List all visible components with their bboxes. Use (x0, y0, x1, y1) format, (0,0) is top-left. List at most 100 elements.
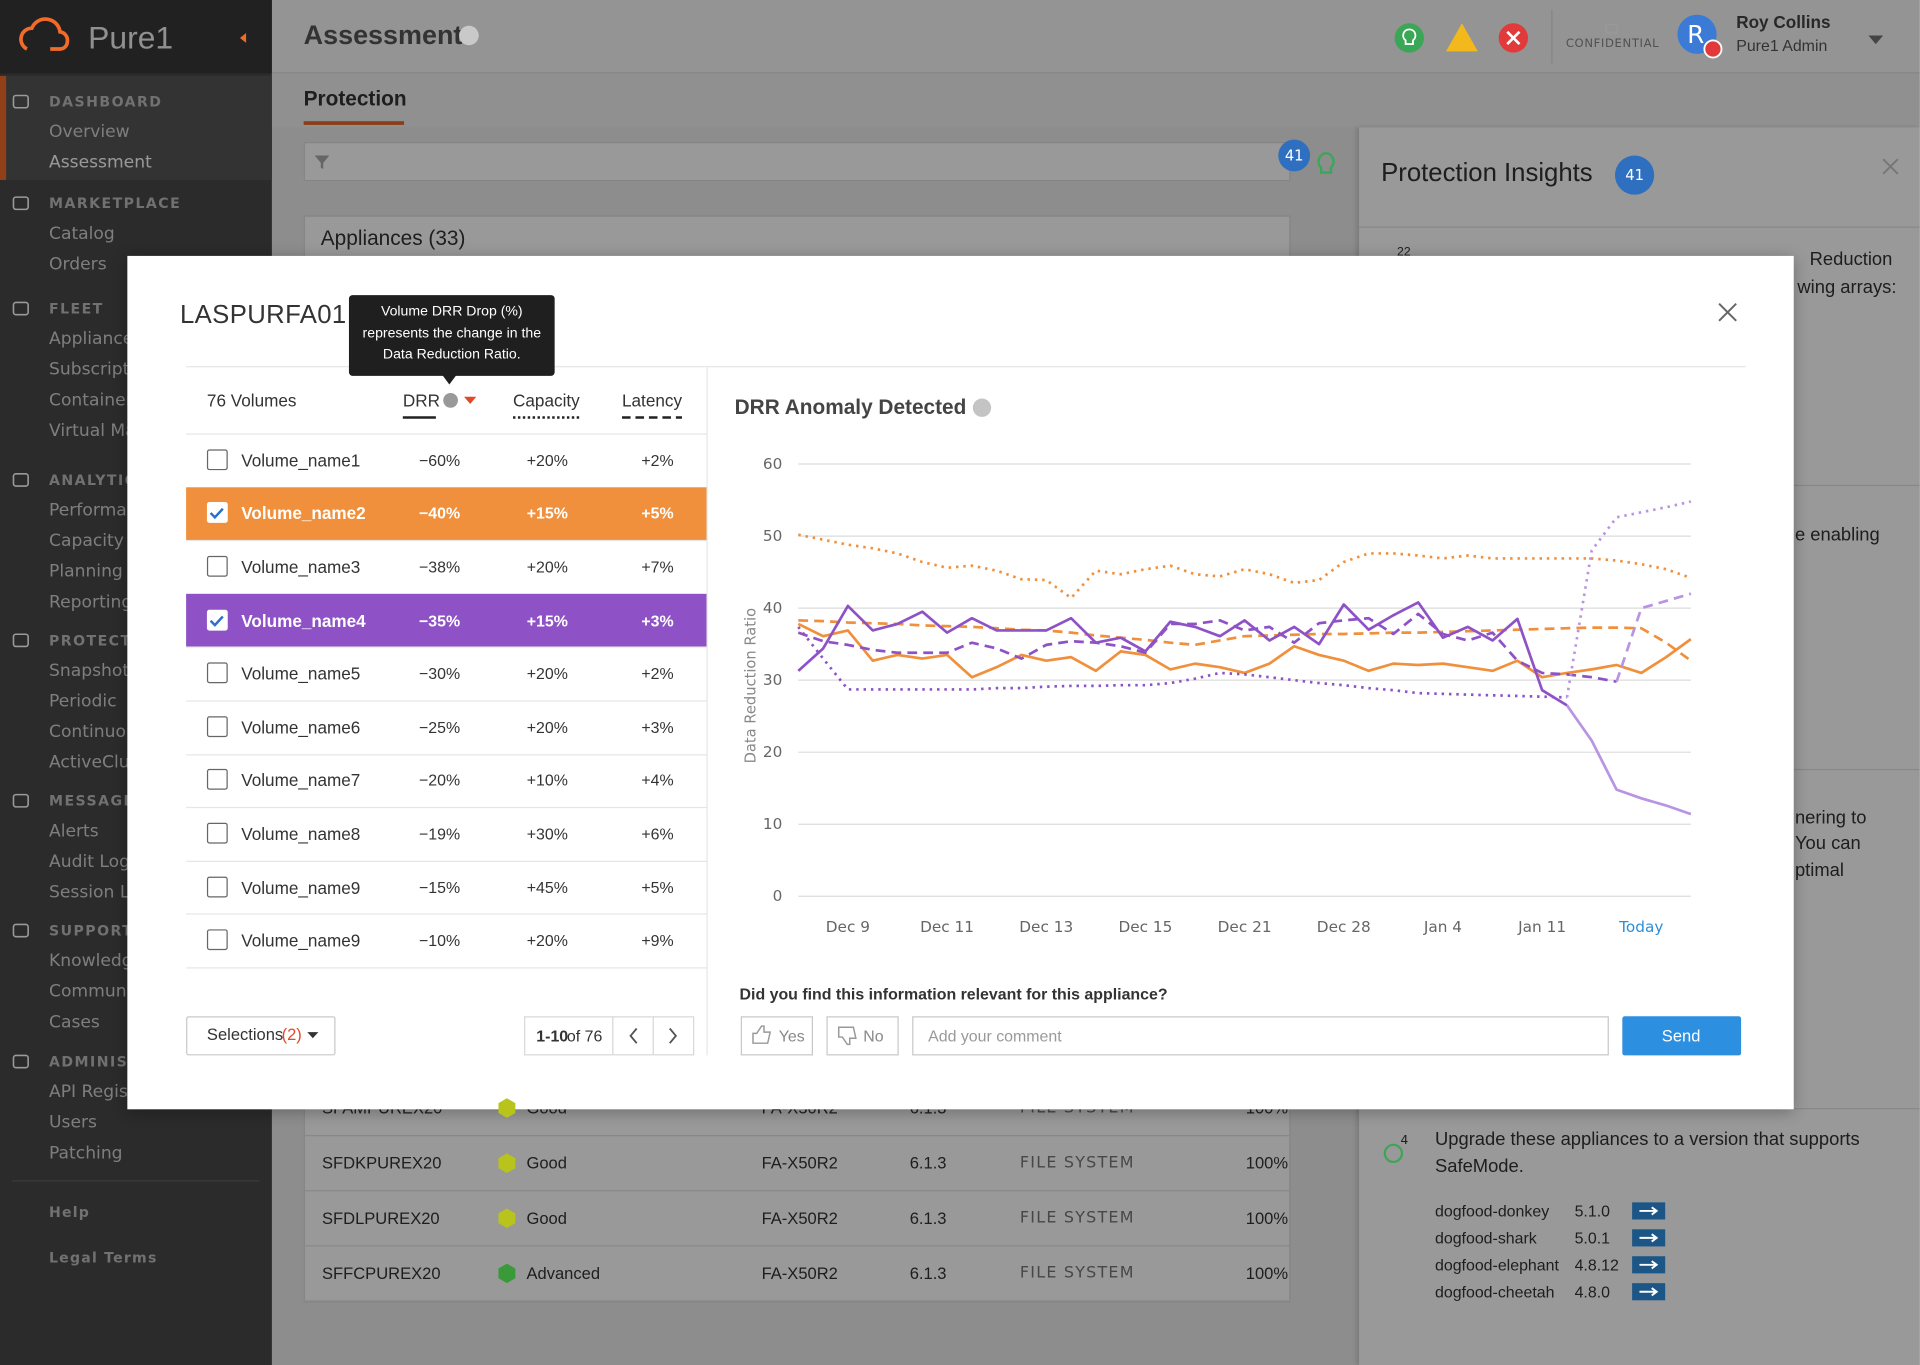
nav-item[interactable]: Snapshots (48, 661, 139, 681)
nav-item[interactable]: ActiveClus (48, 753, 139, 773)
nav-section-title[interactable]: MARKETPLACE (48, 194, 182, 212)
appliance-name: dogfood-elephant (1434, 1255, 1559, 1274)
row-checkbox[interactable] (206, 555, 228, 577)
table-header[interactable]: DRR (402, 390, 440, 411)
volume-name: Volume_name6 (241, 717, 361, 737)
page-next[interactable] (652, 1016, 695, 1056)
volume-metric: −15% (418, 878, 461, 897)
insight-text-fragment: wing arrays: (1797, 277, 1897, 299)
nav-legal[interactable]: Legal Terms (48, 1248, 158, 1267)
nav-item[interactable]: Cases (48, 1012, 100, 1033)
nav-item[interactable]: Patching (48, 1143, 123, 1164)
nav-item[interactable]: Periodic (48, 691, 117, 712)
table-header[interactable]: Capacity (513, 390, 580, 411)
appliance-cell: Good (526, 1209, 567, 1228)
nav-item[interactable]: Knowledg (48, 951, 133, 971)
row-checkbox[interactable] (206, 769, 228, 791)
tab-underline (303, 121, 405, 125)
nav-item[interactable]: Performan (48, 500, 138, 521)
volume-metric: +5% (641, 878, 674, 897)
nav-item[interactable]: Session L (48, 882, 130, 903)
row-checkbox[interactable] (206, 822, 228, 844)
row-checkbox[interactable] (206, 502, 228, 524)
nav-item[interactable]: Overview (48, 122, 130, 143)
appliance-cell: FA-X50R2 (761, 1209, 838, 1228)
nav-section-title[interactable]: ANALYTIC (48, 471, 137, 489)
appliance-cell: 100% (1245, 1209, 1289, 1228)
page-total: of 76 (566, 1026, 603, 1046)
nav-help[interactable]: Help (48, 1203, 91, 1221)
nav-section-title[interactable]: MESSAGE (48, 792, 135, 810)
active-marker (0, 75, 7, 180)
volume-metric: +2% (641, 664, 674, 683)
table-header[interactable]: Latency (621, 390, 683, 411)
nav-section-title[interactable]: ADMINIST (48, 1052, 140, 1071)
nav-section-title[interactable]: DASHBOARD (48, 93, 163, 111)
row-checkbox[interactable] (206, 876, 228, 897)
page-prev[interactable] (612, 1016, 654, 1056)
sidebar-divider (12, 1180, 260, 1182)
volume-metric: +20% (526, 557, 568, 577)
row-checkbox[interactable] (206, 609, 228, 631)
send-button[interactable] (1622, 1016, 1742, 1056)
nav-section-title[interactable]: PROTECTI (48, 631, 139, 649)
volume-metric: +2% (641, 450, 674, 470)
volume-metric: −10% (418, 931, 461, 950)
table-row-divider (186, 753, 707, 755)
brand-name: Pure1 (88, 18, 174, 56)
appliance-cell: SFDLPUREX20 (322, 1209, 440, 1228)
nav-section-title[interactable]: SUPPORT (48, 921, 134, 940)
tab-bar (271, 73, 1920, 128)
nav-item[interactable]: Appliance (48, 329, 134, 349)
nav-item[interactable]: Continuou (48, 722, 137, 742)
modal (127, 255, 1794, 1110)
row-checkbox[interactable] (206, 449, 228, 470)
modal-close[interactable] (1714, 299, 1741, 326)
header-divider (1551, 9, 1553, 64)
appliance-version: 4.8.0 (1574, 1282, 1610, 1301)
table-row-divider (186, 860, 707, 862)
volume-metric: +20% (526, 931, 568, 950)
nav-item[interactable]: Alerts (48, 821, 99, 842)
nav-item[interactable]: Communi (48, 981, 132, 1002)
insight-text-fragment: Reduction (1809, 249, 1893, 270)
volume-name: Volume_name3 (241, 557, 361, 577)
appliance-cell: 6.1.3 (909, 1264, 947, 1283)
nav-item[interactable]: Audit Log (48, 852, 130, 872)
insight-count: 4 (1400, 1134, 1409, 1148)
nav-section-title[interactable]: FLEET (48, 299, 104, 318)
table-row-divider (186, 540, 707, 542)
comment-input[interactable] (912, 1016, 1609, 1056)
nav-item[interactable]: Reporting (48, 592, 133, 613)
appliance-cell: FA-X50R2 (761, 1153, 838, 1173)
nav-item[interactable]: Virtual Ma (48, 421, 136, 441)
nav-item[interactable]: Subscripti (48, 359, 135, 380)
row-checkbox[interactable] (206, 929, 228, 951)
appliance-cell: 6.1.3 (909, 1153, 947, 1173)
nav-item[interactable]: Catalog (48, 224, 115, 244)
nav-item[interactable]: Assessment (48, 153, 152, 173)
table-row-divider (186, 646, 707, 649)
user-role: Pure1 Admin (1736, 36, 1828, 55)
table-header: 76 Volumes (206, 390, 297, 411)
row-checkbox[interactable] (206, 716, 228, 737)
filter-bar[interactable] (303, 142, 1291, 182)
tab-protection[interactable]: Protection (303, 86, 407, 111)
appliance-cell: FILE SYSTEM (1019, 1264, 1135, 1283)
nav-item[interactable]: Container (48, 390, 133, 411)
appliance-row-divider (303, 1190, 1291, 1192)
confidential-label: CONFIDENTIAL (1565, 37, 1660, 51)
nav-item[interactable]: Planning (48, 561, 123, 582)
nav-item[interactable]: Users (48, 1112, 97, 1133)
appliance-version: 5.1.0 (1574, 1201, 1610, 1221)
nav-item[interactable]: API Regis (48, 1082, 128, 1102)
row-checkbox[interactable] (206, 662, 228, 684)
nav-item[interactable]: Capacity (48, 531, 124, 551)
insight-text: Upgrade these appliances to a version th… (1434, 1128, 1860, 1177)
nav-item[interactable]: Orders (48, 254, 107, 275)
tooltip (348, 295, 555, 376)
